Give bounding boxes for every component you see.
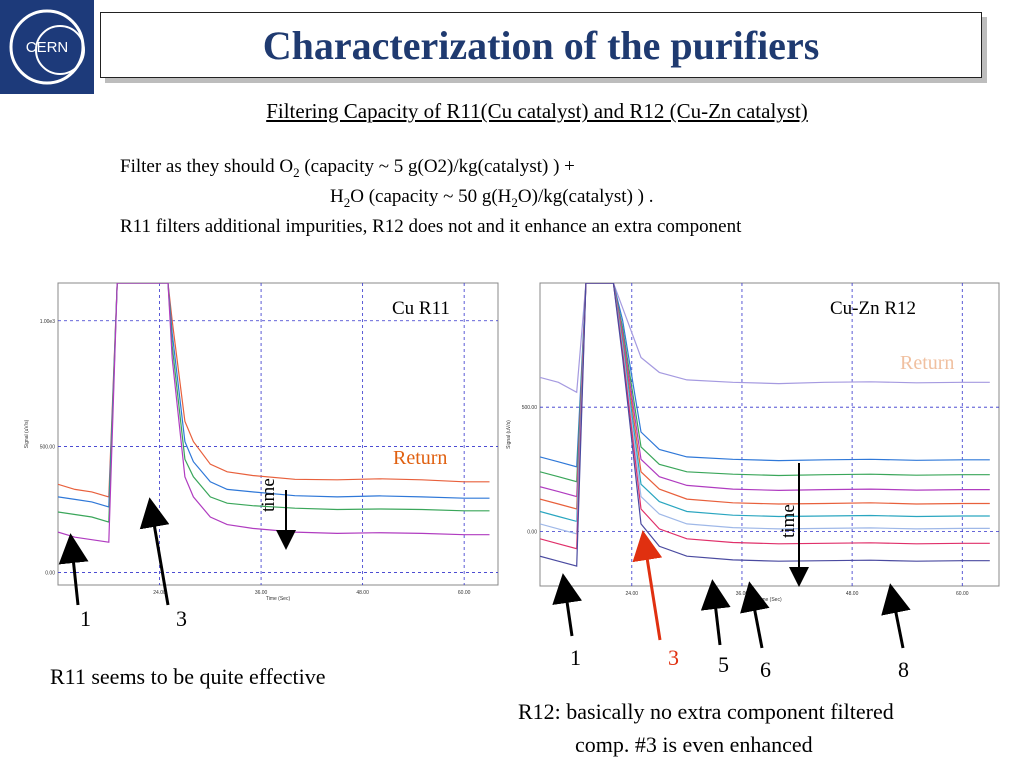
- peak-label-1-r12: 1: [570, 645, 581, 670]
- chart-title-r12: Cu-Zn R12: [830, 298, 917, 319]
- peak-label-3-r12: 3: [668, 645, 679, 670]
- x-tick-label: 48.00: [356, 590, 369, 596]
- cern-logo: CERN: [0, 0, 94, 94]
- x-tick-label: 24.00: [626, 591, 639, 597]
- title-box: Characterization of the purifiers: [100, 12, 982, 78]
- line1-a: Filter as they should O: [120, 156, 294, 177]
- y-tick-label: 0.00: [45, 570, 55, 576]
- peak-label-5-r12: 5: [718, 652, 729, 677]
- series-line-3: [58, 283, 490, 543]
- line1-b: (capacity ~ 5 g(O2)/kg(catalyst) ) +: [299, 156, 575, 177]
- line2-b: O (capacity ~ 50 g(H: [350, 186, 512, 207]
- x-tick-label: 60.00: [458, 590, 471, 596]
- chart-r12: 24.00 36.00 48.00 60.00 0.00 500.00 Time (Sec)…: [506, 282, 1000, 603]
- line2-sub2: 2: [511, 194, 518, 210]
- x-tick-label: 48.00: [846, 591, 859, 597]
- y-axis-label: Signal (uV/s): [506, 420, 512, 449]
- time-label-r12: time: [778, 504, 799, 538]
- x-axis-label: Time (Sec): [757, 597, 782, 603]
- return-label-r12: Return: [900, 352, 955, 374]
- y-axis-label: Signal (uV/s): [24, 419, 30, 448]
- slide-subtitle: Filtering Capacity of R11(Cu catalyst) a…: [266, 99, 808, 123]
- series-line-0: [58, 283, 490, 498]
- series-line-0: [540, 283, 990, 394]
- peak-label-1-r11: 1: [80, 606, 91, 631]
- body-line-2: H2O (capacity ~ 50 g(H2O)/kg(catalyst) )…: [330, 186, 654, 211]
- line1-sub: 2: [293, 164, 300, 180]
- x-tick-label: 60.00: [956, 591, 969, 597]
- arrow-peak-1-r12: [552, 573, 583, 637]
- y-tick-label: 500.00: [522, 405, 538, 411]
- arrow-peak-5-r12: [700, 579, 731, 646]
- y-tick-label: 500.00: [40, 445, 56, 451]
- caption-r12-line1: R12: basically no extra component filter…: [518, 699, 894, 724]
- series-line-2: [58, 283, 490, 523]
- body-line-1: Filter as they should O2 (capacity ~ 5 g…: [120, 156, 575, 181]
- arrow-peak-6-r12: [740, 581, 770, 649]
- body-line-3: R11 filters additional impurities, R12 d…: [120, 216, 742, 237]
- caption-r12-line2: comp. #3 is even enhanced: [575, 732, 813, 757]
- chart-title-r11: Cu R11: [392, 298, 450, 319]
- cern-logo-graphic: CERN: [9, 9, 85, 85]
- chart-r11: 24.00 36.00 48.00 60.00 0.00 500.00 1.00e3 Time…: [24, 282, 499, 602]
- logo-text: CERN: [26, 39, 69, 56]
- plot-frame: [539, 282, 1000, 587]
- peak-label-3-r11: 3: [176, 606, 187, 631]
- x-axis-label: Time (Sec): [266, 596, 291, 602]
- arrow-peak-8-r12: [881, 583, 911, 649]
- line2-sub1: 2: [343, 194, 351, 210]
- x-tick-label: 24.00: [153, 590, 166, 596]
- time-label-r11: time: [258, 478, 279, 512]
- series-line-1: [58, 283, 490, 508]
- peak-label-6-r12: 6: [760, 657, 771, 682]
- arrow-peak-1-r11: [58, 533, 89, 606]
- peak-label-8-r12: 8: [898, 657, 909, 682]
- arrow-peak-3-r11: [139, 497, 170, 606]
- line2-c: O)/kg(catalyst) ) .: [517, 186, 654, 207]
- series-line-8: [540, 283, 990, 567]
- arrow-peak-3-r12: [632, 530, 663, 641]
- x-tick-label: 36.00: [255, 590, 268, 596]
- line2-a: H: [330, 186, 344, 207]
- return-label-r11: Return: [393, 447, 448, 469]
- y-tick-label: 1.00e3: [40, 319, 56, 325]
- caption-r11: R11 seems to be quite effective: [50, 664, 326, 689]
- x-tick-label: 36.00: [736, 591, 749, 597]
- y-tick-label: 0.00: [527, 529, 537, 535]
- plot-frame: [57, 282, 499, 586]
- slide-title: Characterization of the purifiers: [262, 22, 820, 68]
